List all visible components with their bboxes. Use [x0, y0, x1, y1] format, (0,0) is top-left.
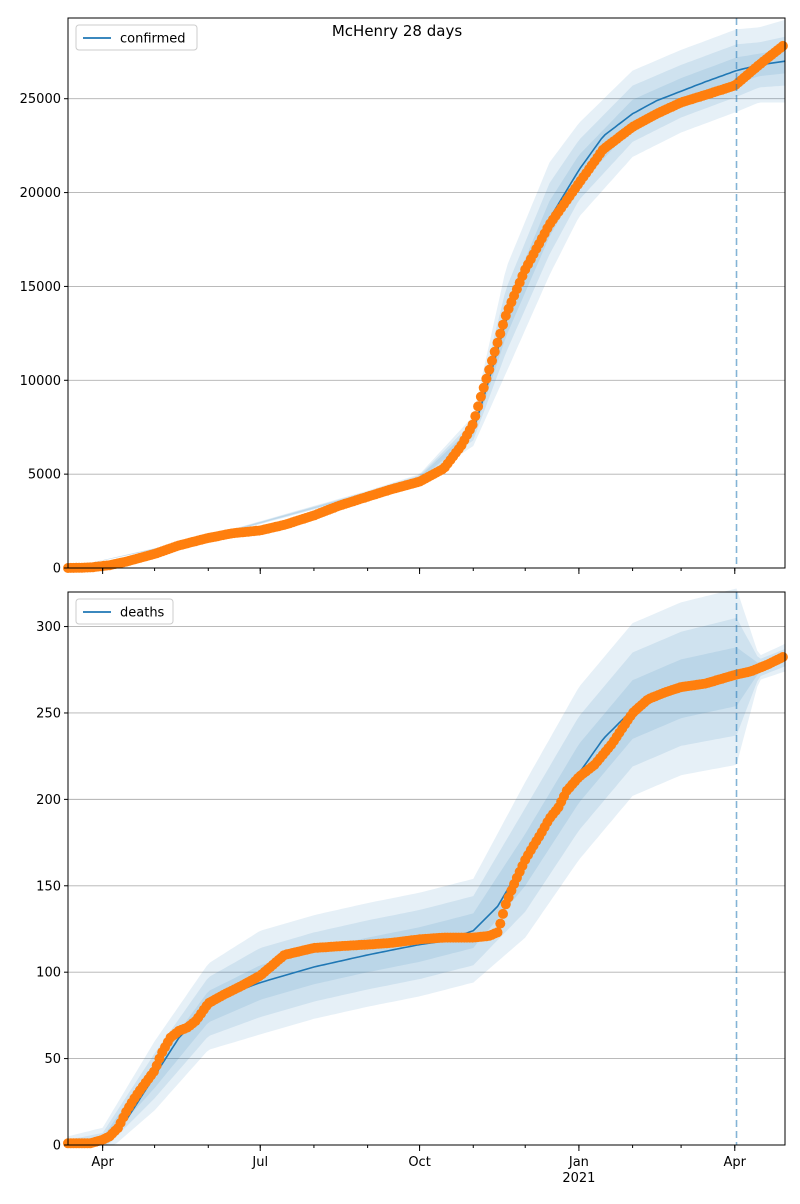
- y-tick-label: 50: [44, 1052, 61, 1067]
- legend-box: [75, 24, 198, 51]
- observed-points: [63, 40, 788, 573]
- y-tick-label: 20000: [20, 186, 61, 201]
- confidence-band-1: [68, 588, 785, 1145]
- deaths-panel: 0 50 100 150 200 250 300 Apr Jul Oct Jan Apr 2021 dea…: [36, 588, 788, 1186]
- axes-frame: [67, 591, 786, 1146]
- y-tick-label: 200: [36, 793, 61, 808]
- observed-point: [498, 319, 508, 330]
- y-tick-label: 10000: [20, 374, 61, 389]
- y-tick-label: 5000: [28, 468, 61, 483]
- y-tick-label: 150: [36, 879, 61, 894]
- observed-point: [492, 927, 503, 938]
- observed-point: [481, 373, 492, 384]
- observed-point: [478, 382, 489, 393]
- y-tick-label: 300: [36, 620, 61, 635]
- axes-frame: [67, 17, 786, 569]
- observed-point: [495, 918, 506, 929]
- observed-point: [475, 391, 486, 402]
- observed-point: [489, 346, 500, 357]
- y-tick-label: 0: [53, 562, 61, 577]
- x-tick-label: Jul: [251, 1155, 268, 1170]
- observed-point: [487, 355, 497, 366]
- observed-point: [492, 337, 503, 348]
- observed-point: [495, 328, 506, 339]
- x-tick-label: Apr: [724, 1155, 747, 1170]
- y-tick-label: 100: [36, 966, 61, 981]
- observed-point: [484, 364, 495, 375]
- x-tick-label: Oct: [408, 1155, 430, 1170]
- confirmed-panel: 0 5000 10000 15000 20000 25000 confirmed: [20, 17, 788, 577]
- observed-point: [777, 652, 788, 662]
- observed-point: [777, 40, 788, 51]
- y-tick-label: 15000: [20, 280, 61, 295]
- confidence-band-1: [68, 19, 785, 568]
- x-tick-label: Apr: [91, 1155, 114, 1170]
- observed-point: [467, 419, 478, 430]
- x-year-label: 2021: [562, 1171, 595, 1186]
- legend-label: deaths: [120, 606, 165, 621]
- figure-title: McHenry 28 days: [332, 22, 462, 40]
- y-tick-label: 250: [36, 706, 61, 721]
- observed-point: [473, 401, 484, 412]
- x-tick-label: Jan: [568, 1155, 589, 1170]
- y-tick-label: 0: [53, 1139, 61, 1154]
- observed-points: [63, 652, 788, 1149]
- confidence-band-2: [68, 36, 785, 569]
- legend-box: [75, 598, 174, 625]
- observed-point: [498, 908, 508, 919]
- observed-point: [470, 411, 481, 422]
- y-tick-label: 25000: [20, 92, 61, 107]
- legend-label: confirmed: [120, 32, 186, 47]
